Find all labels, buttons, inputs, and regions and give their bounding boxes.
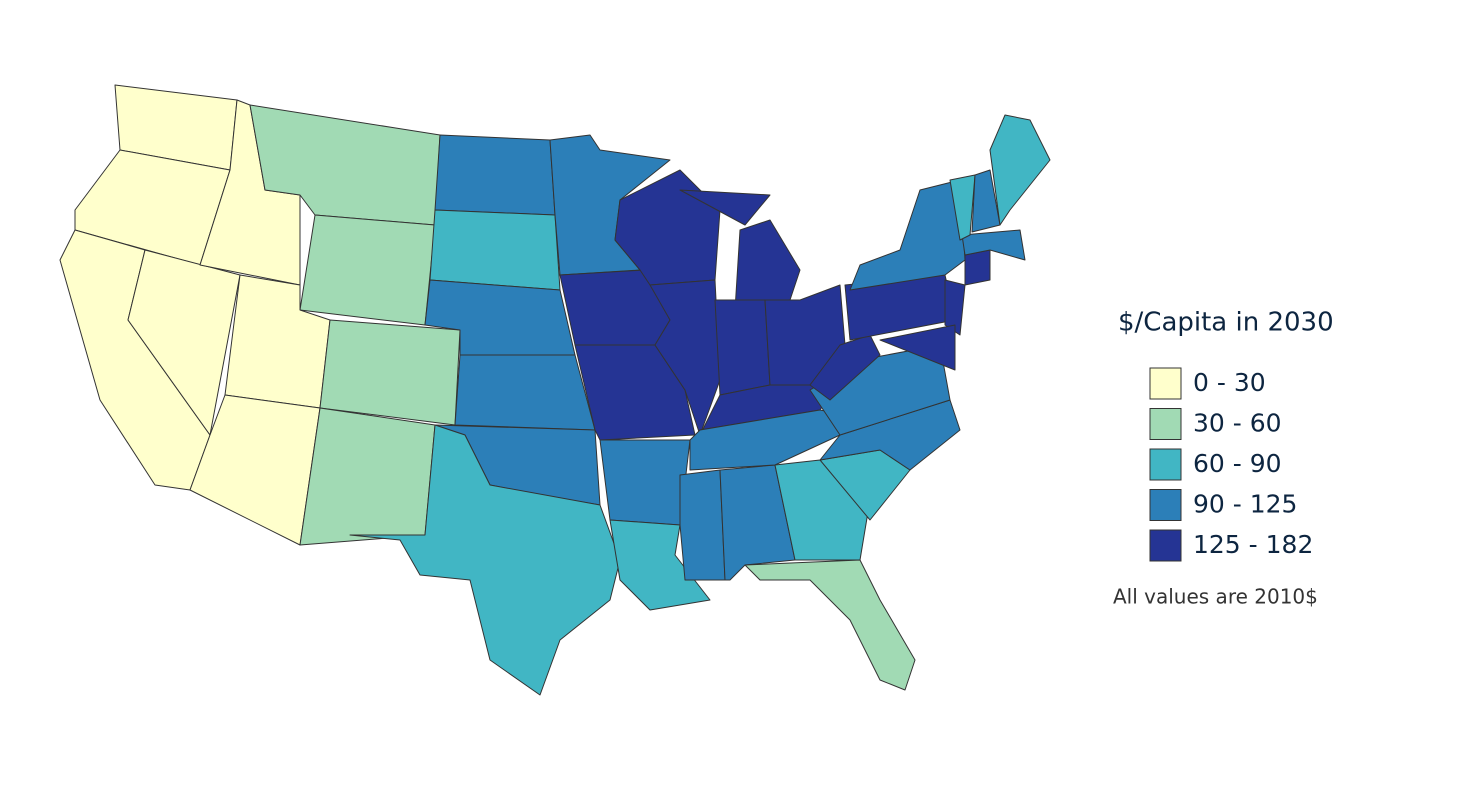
state (961, 229, 1026, 261)
legend-swatch (1149, 448, 1182, 481)
state (734, 219, 801, 311)
legend-swatch (1149, 529, 1182, 562)
state (879, 324, 956, 371)
state (949, 174, 976, 241)
state (434, 134, 556, 216)
state (299, 407, 436, 546)
state (679, 469, 726, 581)
legend: 0 - 30 30 - 60 60 - 90 90 - 125 125 - 182 (1149, 367, 1313, 562)
state (429, 209, 561, 291)
state (964, 249, 991, 286)
legend-swatch (1149, 489, 1182, 521)
note: All values are 2010$ (1113, 585, 1318, 609)
legend-label: 125 - 182 (1193, 530, 1313, 559)
state (599, 439, 691, 526)
legend-label: 60 - 90 (1193, 449, 1282, 478)
legend-title: $/Capita in 2030 (1118, 308, 1334, 338)
legend-label: 90 - 125 (1193, 490, 1297, 519)
legend-swatch (1149, 408, 1182, 440)
state (299, 214, 436, 326)
state (649, 279, 721, 436)
legend-swatch (1149, 367, 1182, 400)
states (59, 84, 1051, 696)
state (189, 394, 321, 546)
state (319, 319, 461, 426)
state (349, 424, 621, 696)
state (679, 189, 771, 226)
state (714, 299, 771, 396)
state (944, 279, 966, 336)
legend-label: 0 - 30 (1193, 368, 1266, 397)
state (744, 559, 916, 691)
state (454, 354, 596, 431)
state (989, 114, 1051, 226)
legend-label: 30 - 60 (1193, 409, 1282, 438)
state (849, 179, 966, 291)
